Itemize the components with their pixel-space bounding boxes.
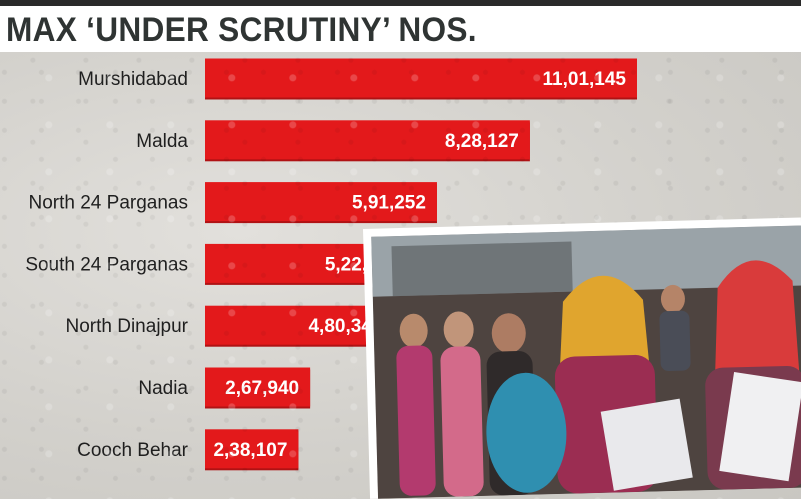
category-label: North Dinajpur [66, 316, 189, 337]
category-label: Murshidabad [78, 69, 188, 90]
bar-malda [205, 120, 530, 160]
bar-chart: Murshidabad 11,01,145 Malda 8,28,127 North 2… [25, 58, 637, 471]
headline-strip: MAX ‘UNDER SCRUTINY’ NOS. [0, 6, 801, 52]
bar-north-24-parganas [205, 182, 437, 222]
crowd-photo [363, 217, 801, 499]
top-rule [0, 0, 801, 6]
bar-north-dinajpur [205, 305, 394, 345]
value-label: 4,80,341 [308, 316, 382, 337]
crowd-photo-image [371, 225, 801, 499]
photo-crowd-illustration [371, 225, 801, 499]
category-label: South 24 Parganas [25, 254, 188, 275]
bar-murshidabad [205, 58, 637, 98]
category-label: Nadia [138, 378, 188, 399]
value-label: 5,91,252 [352, 193, 426, 214]
value-label: 2,38,107 [213, 440, 287, 461]
category-label: Cooch Behar [77, 440, 189, 461]
chart-title: MAX ‘UNDER SCRUTINY’ NOS. [6, 11, 477, 49]
value-label: 2,67,940 [225, 378, 299, 399]
value-label: 11,01,145 [543, 69, 627, 90]
bar-nadia [205, 367, 311, 407]
bar-cooch-behar [205, 429, 299, 469]
category-label: North 24 Parganas [29, 193, 189, 214]
category-label: Malda [136, 131, 188, 152]
value-label: 8,28,127 [445, 131, 519, 152]
